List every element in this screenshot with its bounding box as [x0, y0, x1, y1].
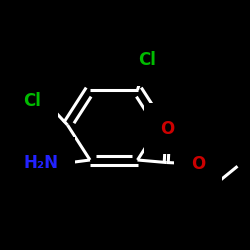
Text: H₂N: H₂N — [24, 154, 59, 172]
Text: O: O — [160, 120, 174, 138]
Text: Cl: Cl — [138, 51, 156, 69]
Text: O: O — [191, 155, 206, 173]
Text: Cl: Cl — [24, 92, 41, 110]
